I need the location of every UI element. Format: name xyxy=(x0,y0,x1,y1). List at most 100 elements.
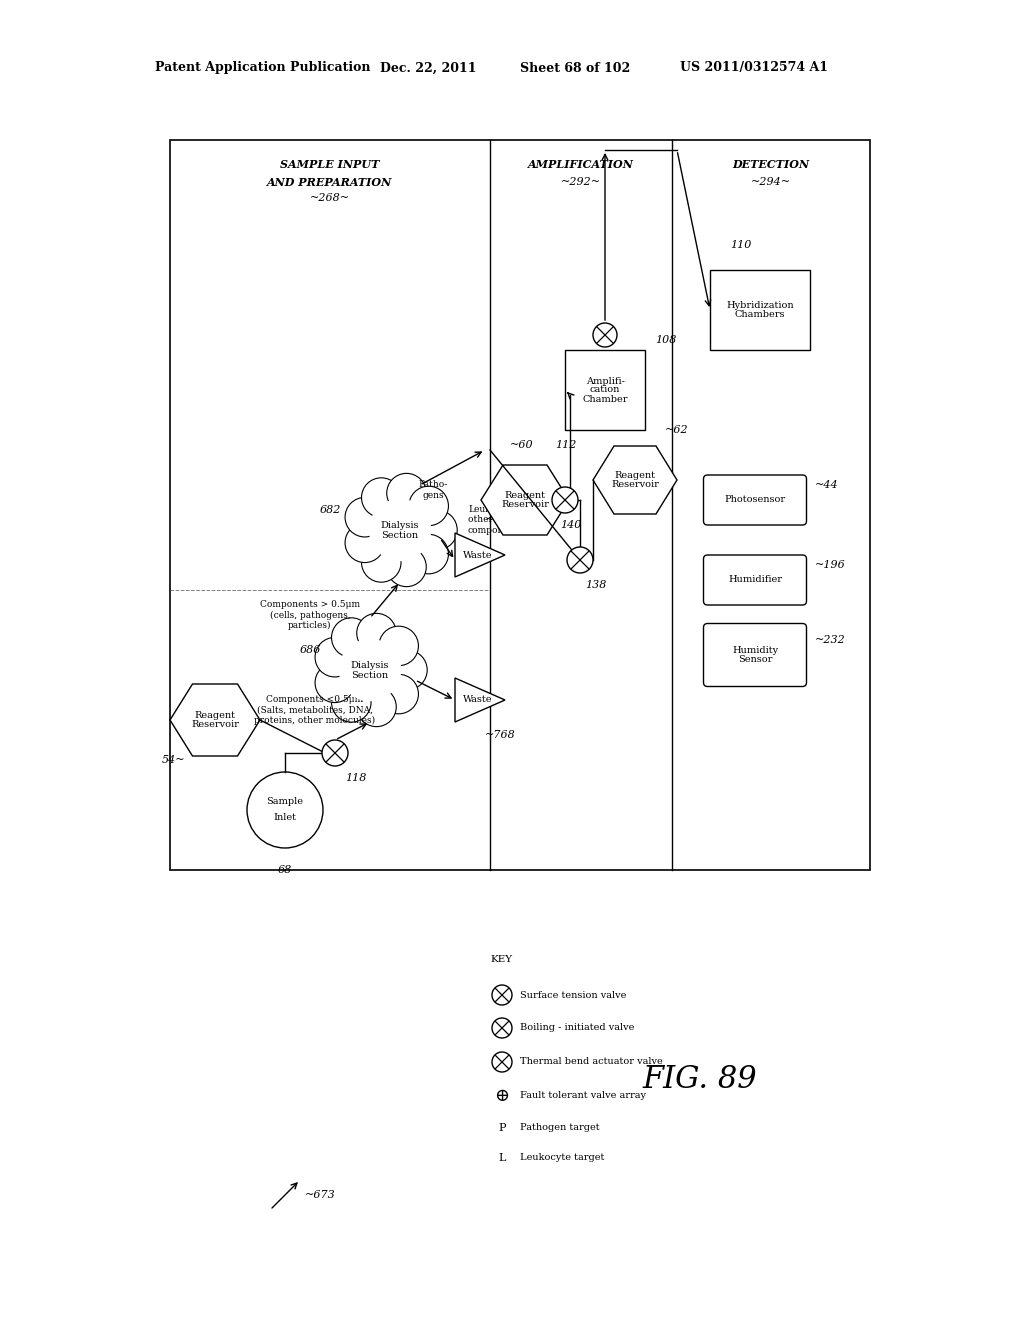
Text: Humidity: Humidity xyxy=(732,645,778,655)
Text: AND PREPARATION: AND PREPARATION xyxy=(267,177,392,187)
Text: Section: Section xyxy=(351,671,388,680)
Circle shape xyxy=(315,638,354,677)
Text: US 2011/0312574 A1: US 2011/0312574 A1 xyxy=(680,62,828,74)
Circle shape xyxy=(345,498,385,537)
Text: 110: 110 xyxy=(730,240,752,249)
Polygon shape xyxy=(455,533,505,577)
Text: Dialysis: Dialysis xyxy=(351,660,389,669)
Text: 108: 108 xyxy=(655,335,677,345)
Text: ~60: ~60 xyxy=(510,440,534,450)
Circle shape xyxy=(356,688,396,726)
Circle shape xyxy=(247,772,323,847)
Text: Thermal bend actuator valve: Thermal bend actuator valve xyxy=(520,1057,663,1067)
Text: Boiling - initiated valve: Boiling - initiated valve xyxy=(520,1023,635,1032)
Text: Dialysis: Dialysis xyxy=(381,520,419,529)
FancyBboxPatch shape xyxy=(703,554,807,605)
Circle shape xyxy=(361,478,401,517)
Text: Chambers: Chambers xyxy=(735,310,785,319)
Text: 54~: 54~ xyxy=(162,755,185,766)
Text: Surface tension valve: Surface tension valve xyxy=(520,990,627,999)
Text: 112: 112 xyxy=(555,440,577,450)
Text: Waste: Waste xyxy=(463,696,493,705)
Text: Reagent: Reagent xyxy=(614,471,655,480)
Text: KEY: KEY xyxy=(490,956,512,965)
Circle shape xyxy=(379,626,419,665)
Circle shape xyxy=(379,675,419,714)
Text: ~232: ~232 xyxy=(815,635,846,645)
Polygon shape xyxy=(170,684,260,756)
Text: ~292~: ~292~ xyxy=(561,177,601,187)
Text: Reservoir: Reservoir xyxy=(191,719,239,729)
Text: AMPLIFICATION: AMPLIFICATION xyxy=(528,160,634,170)
Text: Amplifi-: Amplifi- xyxy=(586,376,625,385)
Text: Hybridization: Hybridization xyxy=(726,301,794,310)
Polygon shape xyxy=(593,446,677,513)
Text: ~196: ~196 xyxy=(815,560,846,570)
Text: Reagent: Reagent xyxy=(505,491,546,500)
Text: Components > 0.5μm
(cells, pathogens,
particles): Components > 0.5μm (cells, pathogens, pa… xyxy=(260,601,360,630)
Circle shape xyxy=(361,543,401,582)
Text: ~673: ~673 xyxy=(305,1191,336,1200)
Circle shape xyxy=(409,486,449,525)
Text: Patho-
gens: Patho- gens xyxy=(419,480,447,500)
Text: FIG. 89: FIG. 89 xyxy=(643,1064,758,1096)
Text: Reservoir: Reservoir xyxy=(501,500,549,510)
Text: Fault tolerant valve array: Fault tolerant valve array xyxy=(520,1092,646,1101)
Text: Patent Application Publication: Patent Application Publication xyxy=(155,62,371,74)
Circle shape xyxy=(388,651,427,690)
Text: Inlet: Inlet xyxy=(273,813,297,822)
Text: 686: 686 xyxy=(300,645,322,655)
Text: Pathogen target: Pathogen target xyxy=(520,1123,600,1133)
Text: Chamber: Chamber xyxy=(583,395,628,404)
Text: 68: 68 xyxy=(278,865,292,875)
Circle shape xyxy=(387,474,426,513)
Text: SAMPLE INPUT: SAMPLE INPUT xyxy=(281,160,380,170)
Text: ~44: ~44 xyxy=(815,480,839,490)
Circle shape xyxy=(492,1018,512,1038)
Text: P: P xyxy=(499,1123,506,1133)
Text: Humidifier: Humidifier xyxy=(728,576,782,585)
Text: ~268~: ~268~ xyxy=(310,193,350,203)
Text: Leukocytes,
other large
components: Leukocytes, other large components xyxy=(468,506,524,535)
Bar xyxy=(565,350,645,430)
Circle shape xyxy=(418,511,457,549)
Circle shape xyxy=(567,546,593,573)
Circle shape xyxy=(369,499,431,561)
FancyBboxPatch shape xyxy=(703,623,807,686)
Text: 118: 118 xyxy=(345,774,367,783)
Text: Section: Section xyxy=(381,531,419,540)
Text: Components <0.5μm
(Salts, metabolites, DNA,
proteins, other molecules): Components <0.5μm (Salts, metabolites, D… xyxy=(254,696,376,725)
Polygon shape xyxy=(481,465,569,535)
Text: ~768: ~768 xyxy=(485,730,516,741)
Circle shape xyxy=(339,639,401,701)
Circle shape xyxy=(552,487,578,513)
Text: Photosensor: Photosensor xyxy=(724,495,785,504)
Circle shape xyxy=(387,546,426,586)
Circle shape xyxy=(492,985,512,1005)
Circle shape xyxy=(332,618,371,657)
Text: 138: 138 xyxy=(585,579,606,590)
FancyBboxPatch shape xyxy=(703,475,807,525)
Circle shape xyxy=(409,535,449,574)
Circle shape xyxy=(332,682,371,722)
Text: 682: 682 xyxy=(319,506,341,515)
Bar xyxy=(170,140,870,870)
Text: L: L xyxy=(499,1152,506,1163)
Text: cation: cation xyxy=(590,385,621,395)
Text: Dec. 22, 2011: Dec. 22, 2011 xyxy=(380,62,476,74)
Text: Sensor: Sensor xyxy=(738,655,772,664)
Text: ~766: ~766 xyxy=(485,515,516,525)
Text: Leukocyte target: Leukocyte target xyxy=(520,1154,604,1163)
Text: DETECTION: DETECTION xyxy=(732,160,810,170)
Text: ~62: ~62 xyxy=(665,425,688,436)
Circle shape xyxy=(322,741,348,766)
Circle shape xyxy=(492,1052,512,1072)
Polygon shape xyxy=(455,678,505,722)
Circle shape xyxy=(356,614,396,653)
Text: Reservoir: Reservoir xyxy=(611,480,658,488)
Text: Sheet 68 of 102: Sheet 68 of 102 xyxy=(520,62,630,74)
Text: Reagent: Reagent xyxy=(195,711,236,719)
Circle shape xyxy=(345,523,385,562)
Circle shape xyxy=(593,323,617,347)
Bar xyxy=(710,271,810,350)
